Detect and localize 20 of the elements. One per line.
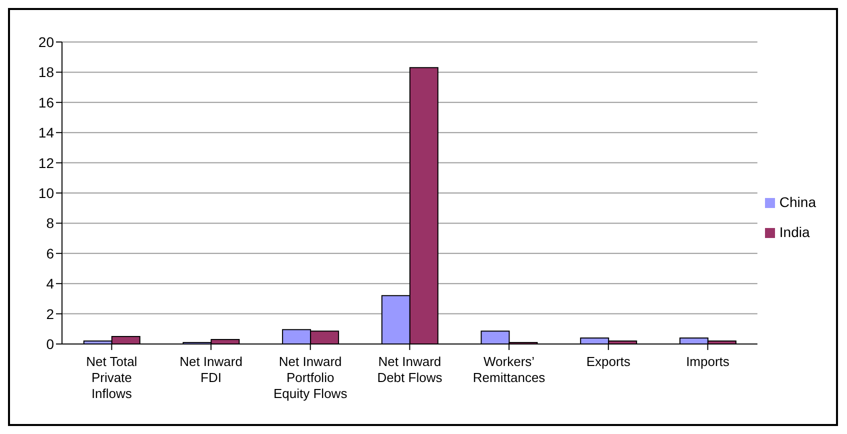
y-tick-label: 4 <box>46 276 54 292</box>
y-tick-label: 0 <box>46 336 54 352</box>
x-tick-label: Net Inward Debt Flows <box>377 354 443 385</box>
y-tick-label: 18 <box>38 64 54 80</box>
y-tick-label: 12 <box>38 154 54 171</box>
x-tick-label: Net Inward FDI <box>180 354 242 385</box>
x-tick-label: Workers’ Remittances <box>472 354 546 385</box>
legend-label: India <box>779 224 810 240</box>
x-tick-label: Exports <box>586 354 631 369</box>
x-tick-label: Imports <box>686 354 730 369</box>
y-tick-label: 2 <box>46 306 54 322</box>
y-tick-label: 16 <box>38 94 54 110</box>
y-tick-label: 8 <box>46 215 54 232</box>
y-tick-label: 20 <box>38 34 54 50</box>
y-tick-label: 14 <box>38 124 54 141</box>
legend-label: China <box>779 194 816 210</box>
y-tick-label: 10 <box>38 184 54 201</box>
y-tick-label: 6 <box>46 245 54 262</box>
x-tick-label: Net Total Private Inflows <box>86 354 138 401</box>
x-tick-label: Net Inward Portfolio Equity Flows <box>274 354 348 401</box>
